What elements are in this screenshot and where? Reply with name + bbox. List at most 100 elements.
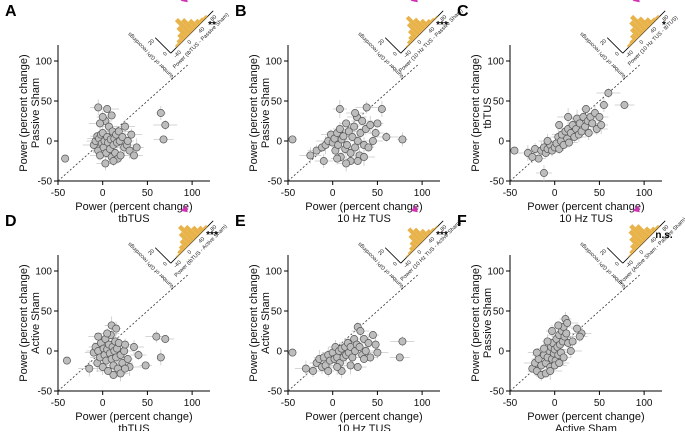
data-point (356, 129, 365, 137)
inset-power-tick-label: -40 (625, 260, 635, 270)
data-point (62, 356, 71, 365)
data-point (368, 331, 377, 339)
inset-histogram-bar (199, 17, 205, 23)
data-point (528, 153, 537, 161)
inset-count-tick-label: 20 (599, 38, 608, 47)
inset-histogram-bar (635, 224, 651, 239)
data-point (121, 122, 130, 131)
data-point (597, 121, 606, 129)
data-point (358, 117, 367, 125)
inset-count-tick-label: 0 (614, 51, 620, 57)
inset-histogram-bar (629, 249, 635, 255)
inset-count-tick-label: 20 (377, 38, 386, 47)
x-tick-label: -50 (503, 188, 518, 199)
inset-histogram-bar (178, 244, 186, 252)
median-marker (410, 205, 418, 213)
data-point (543, 137, 552, 145)
x-tick-label: 100 (184, 398, 201, 409)
median-marker (180, 0, 188, 3)
inset-histogram-bar (178, 231, 192, 246)
x-tick-label: 50 (372, 188, 384, 199)
data-point (582, 105, 590, 113)
data-point (96, 119, 104, 128)
data-point (120, 347, 129, 355)
inset-power-tick-label: 0 (639, 39, 645, 45)
y-tick-label: -50 (268, 387, 283, 398)
data-point (373, 119, 382, 128)
panel-letter: E (235, 213, 246, 230)
panel-letter: F (457, 213, 467, 230)
inset-histogram-bar (425, 228, 432, 235)
data-point (319, 157, 328, 165)
data-point (371, 340, 380, 349)
y-tick-label: 100 (35, 57, 52, 68)
data-point (361, 347, 370, 355)
panel-c: C -50 0 50 100 -50 0 50 100 Power (percent change… (457, 0, 679, 225)
y-tick-label: 100 (265, 267, 282, 278)
inset-histogram-bar (194, 18, 202, 26)
inset-power-tick-label: -40 (403, 260, 413, 270)
data-point (575, 332, 584, 341)
inset-histogram-bar (629, 39, 635, 45)
inset-histogram-bar (174, 17, 192, 36)
data-point (306, 151, 315, 160)
data-point (568, 337, 577, 346)
inset-histogram-bar (430, 17, 435, 23)
y-tick-label: 0 (276, 137, 282, 148)
inset-histogram-bar (177, 224, 196, 242)
x-tick-label: -50 (503, 398, 518, 409)
data-point (342, 119, 351, 128)
x-axis-label: 10 Hz TUS (337, 213, 391, 225)
data-point (94, 332, 103, 341)
x-axis-label: Power (percent change) (305, 411, 422, 423)
inset-power-tick-label: 0 (417, 249, 423, 255)
inset-histogram-bar (408, 35, 415, 42)
data-point (98, 363, 107, 371)
inset-power-tick-label: 80 (662, 14, 671, 23)
inset-histogram-bar (174, 42, 180, 48)
data-point (152, 332, 161, 341)
inset-histogram-bar (202, 224, 208, 230)
data-point (555, 359, 564, 367)
inset-power-tick-label: 40 (428, 26, 437, 35)
data-point (301, 364, 310, 373)
inset-histogram-bar (651, 17, 657, 23)
inset-histogram-bar (181, 17, 196, 32)
data-point (564, 113, 573, 121)
data-point (546, 367, 555, 375)
inset-histogram-bar (177, 32, 186, 42)
y-tick-label: 100 (487, 57, 504, 68)
panel-letter: C (457, 3, 469, 20)
inset-histogram-bar (628, 229, 644, 246)
panel-letter: D (5, 213, 17, 230)
inset-power-tick-label: 40 (650, 26, 659, 35)
inset-count-axis (384, 247, 402, 264)
y-tick-label: 0 (276, 347, 282, 358)
data-point (398, 135, 407, 144)
data-point (121, 340, 130, 349)
identity-line (57, 274, 188, 392)
data-point (366, 121, 375, 129)
data-point (548, 327, 556, 335)
panel-b: B -50 0 50 100 -50 0 50 100 Power (percent change… (235, 0, 464, 225)
data-point (362, 103, 371, 112)
data-point (107, 111, 116, 120)
inset-count-axis (154, 37, 172, 54)
data-point (94, 103, 103, 112)
median-marker (632, 205, 640, 213)
data-point (130, 151, 138, 160)
inset-power-tick-label: -40 (173, 260, 183, 270)
y-tick-label: 100 (35, 267, 52, 278)
x-tick-label: 0 (100, 188, 106, 199)
inset-histogram-bar (433, 225, 438, 230)
x-axis-label: Power (percent change) (305, 201, 422, 213)
inset-count-axis (606, 247, 624, 264)
inset-histogram-bar (629, 33, 638, 42)
data-point (395, 353, 404, 362)
inset-histogram-bar (179, 238, 189, 249)
data-point (554, 321, 563, 330)
inset-histogram-bar (405, 253, 410, 258)
data-point (350, 122, 359, 131)
data-point (123, 355, 132, 363)
